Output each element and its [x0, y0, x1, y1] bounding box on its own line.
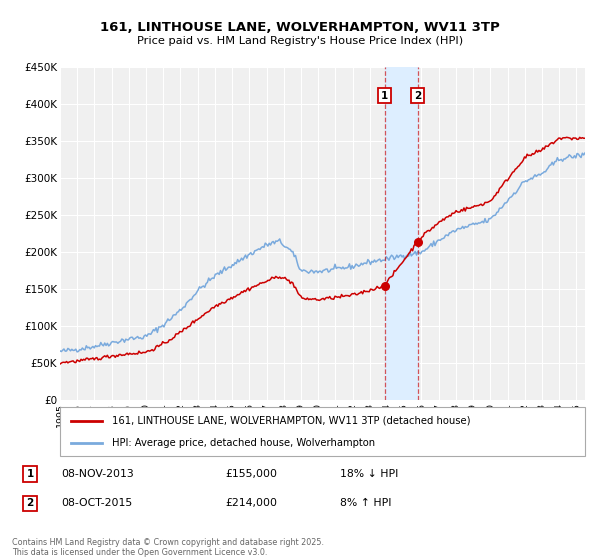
Bar: [385, 67, 418, 400]
Text: Price paid vs. HM Land Registry's House Price Index (HPI): Price paid vs. HM Land Registry's House …: [137, 36, 463, 46]
Text: 08-NOV-2013: 08-NOV-2013: [61, 469, 134, 479]
Text: Contains HM Land Registry data © Crown copyright and database right 2025.
This d: Contains HM Land Registry data © Crown c…: [12, 538, 324, 557]
Text: £214,000: £214,000: [225, 498, 277, 508]
Text: 2: 2: [414, 91, 421, 101]
Text: 161, LINTHOUSE LANE, WOLVERHAMPTON, WV11 3TP (detached house): 161, LINTHOUSE LANE, WOLVERHAMPTON, WV11…: [113, 416, 471, 426]
Text: 161, LINTHOUSE LANE, WOLVERHAMPTON, WV11 3TP: 161, LINTHOUSE LANE, WOLVERHAMPTON, WV11…: [100, 21, 500, 34]
Text: 8% ↑ HPI: 8% ↑ HPI: [340, 498, 392, 508]
Text: 2: 2: [26, 498, 34, 508]
Text: 18% ↓ HPI: 18% ↓ HPI: [340, 469, 398, 479]
Text: HPI: Average price, detached house, Wolverhampton: HPI: Average price, detached house, Wolv…: [113, 437, 376, 447]
Text: £155,000: £155,000: [225, 469, 277, 479]
Text: 1: 1: [381, 91, 388, 101]
Text: 08-OCT-2015: 08-OCT-2015: [61, 498, 132, 508]
FancyBboxPatch shape: [60, 407, 585, 456]
Text: 1: 1: [26, 469, 34, 479]
